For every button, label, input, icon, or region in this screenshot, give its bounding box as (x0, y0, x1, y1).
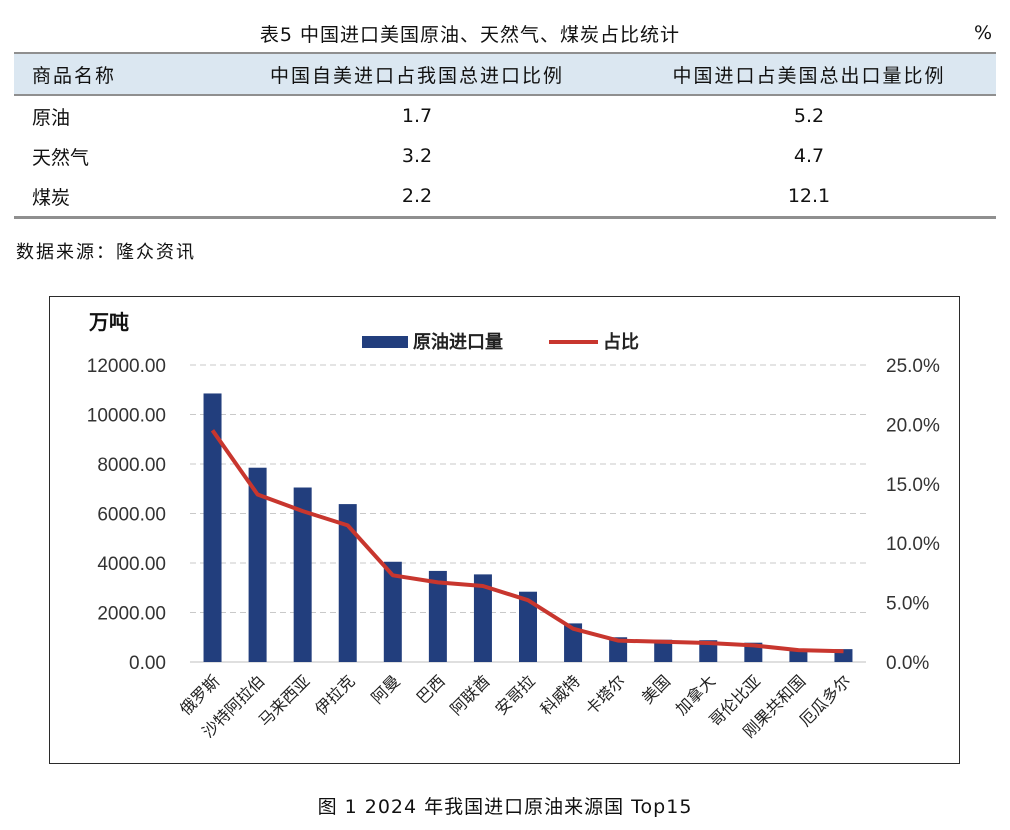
header-commodity: 商品名称 (14, 52, 212, 96)
legend: 原油进口量 占比 (362, 331, 639, 353)
y-tick-label: 0.00 (129, 653, 166, 674)
x-category-label: 阿联酋 (446, 671, 493, 718)
x-category-label: 巴西 (413, 671, 449, 707)
row-export-share: 5.2 (793, 105, 825, 127)
bar (203, 393, 222, 662)
y-tick-label: 2000.00 (97, 604, 166, 625)
y2-tick-label: 10.0% (886, 534, 940, 555)
share-line (210, 429, 844, 654)
x-category-label: 卡塔尔 (582, 671, 629, 718)
chart-frame: 0.00 2000.00 4000.00 6000.00 8000.00 10000.00… (49, 296, 960, 764)
row-commodity: 原油 (32, 106, 71, 129)
y-tick-label: 8000.00 (97, 455, 166, 476)
bar (248, 467, 267, 662)
y-tick-label: 6000.00 (97, 505, 166, 526)
x-category-label: 美国 (638, 671, 674, 707)
y2-tick-label: 20.0% (886, 415, 940, 436)
x-category-label: 安哥拉 (491, 671, 538, 718)
bars (203, 393, 853, 662)
bar (699, 640, 718, 662)
y2-tick-label: 0.0% (886, 653, 929, 674)
y-tick-label: 12000.00 (87, 356, 166, 377)
bar (519, 591, 537, 662)
table-row: 原油 1.7 5.2 (14, 95, 996, 136)
row-import-share: 1.7 (401, 105, 433, 127)
x-category-label: 科威特 (537, 671, 584, 718)
bar (293, 487, 312, 662)
source-note: 数据来源：隆众资讯 (16, 242, 196, 263)
header-import-share: 中国自美进口占我国总进口比例 (212, 52, 622, 96)
row-import-share: 3.2 (401, 145, 433, 167)
oil-import-chart: 0.00 2000.00 4000.00 6000.00 8000.00 10000.00… (87, 310, 940, 741)
y-tick-label: 4000.00 (97, 554, 166, 575)
legend-line-label: 占比 (603, 331, 639, 353)
x-category-label: 阿曼 (368, 671, 404, 707)
row-import-share: 2.2 (212, 176, 622, 219)
figure-caption: 图 1 2024 年我国进口原油来源国 Top15 (317, 796, 693, 818)
table-header-row: 商品名称 中国自美进口占我国总进口比例 中国进口占美国总出口量比例 (14, 52, 996, 96)
table-unit: % (973, 22, 992, 44)
x-category-label: 伊拉克 (311, 671, 358, 718)
row-commodity: 煤炭 (14, 176, 212, 219)
y2-tick-label: 15.0% (886, 475, 940, 496)
header-export-share: 中国进口占美国总出口量比例 (622, 52, 996, 96)
bar (383, 561, 402, 662)
y2-tick-label: 5.0% (886, 594, 929, 615)
bar (338, 504, 357, 662)
y-tick-label: 10000.00 (87, 406, 166, 427)
bar (654, 639, 673, 662)
bar (428, 570, 447, 662)
bar (564, 623, 583, 662)
table-caption: 表5 中国进口美国原油、天然气、煤炭占比统计 (259, 24, 681, 46)
y2-tick-label: 25.0% (886, 356, 940, 377)
bar (473, 574, 492, 662)
bar (609, 637, 628, 662)
legend-bar-label: 原油进口量 (413, 331, 503, 353)
y-unit-label: 万吨 (88, 310, 129, 334)
row-export-share: 12.1 (622, 176, 996, 219)
table-row: 天然气 3.2 4.7 (14, 136, 996, 176)
legend-bar-swatch (362, 336, 408, 348)
row-commodity: 天然气 (32, 146, 90, 169)
table-row: 煤炭 2.2 12.1 (14, 176, 996, 219)
stats-table: 商品名称 中国自美进口占我国总进口比例 中国进口占美国总出口量比例 原油 1.7… (14, 52, 996, 219)
row-export-share: 4.7 (793, 145, 825, 167)
share-line-path (210, 429, 844, 654)
